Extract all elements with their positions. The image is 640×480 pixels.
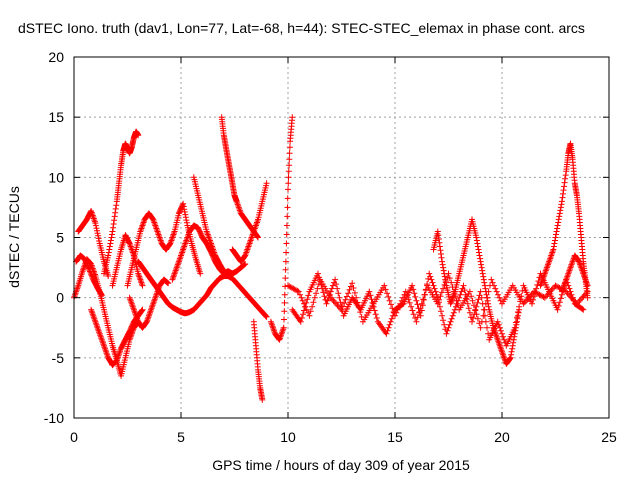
y-tick-label: 5 xyxy=(56,230,64,246)
data-point-arc xyxy=(558,252,591,295)
x-axis-label: GPS time / hours of day 309 of year 2015 xyxy=(212,457,470,473)
data-series-dstec xyxy=(71,114,591,403)
x-tick-label: 5 xyxy=(177,429,185,445)
axis-ticks: 0 5 10 15 20 25 -10 -5 0 5 10 15 20 xyxy=(44,49,617,445)
data-point-arc xyxy=(135,258,270,320)
y-tick-label: 0 xyxy=(56,290,64,306)
data-point-arc xyxy=(267,114,296,343)
data-point-arc xyxy=(109,232,146,289)
x-tick-label: 15 xyxy=(387,429,403,445)
y-axis-label: dSTEC / TECUs xyxy=(6,186,22,288)
y-tick-label: -10 xyxy=(44,410,64,426)
data-point-arc xyxy=(537,140,591,301)
data-point-arc xyxy=(430,216,523,367)
grid xyxy=(74,57,609,418)
x-tick-label: 20 xyxy=(494,429,510,445)
y-tick-label: 10 xyxy=(48,169,64,185)
data-point-arc xyxy=(190,174,227,275)
x-tick-label: 0 xyxy=(70,429,78,445)
data-point-arc xyxy=(126,276,172,331)
chart-title: dSTEC Iono. truth (dav1, Lon=77, Lat=-68… xyxy=(18,20,585,36)
data-point-arc xyxy=(75,208,112,279)
x-tick-label: 25 xyxy=(601,429,617,445)
y-tick-label: 15 xyxy=(48,109,64,125)
data-point-arc xyxy=(124,200,204,289)
data-point-arc xyxy=(73,252,105,299)
data-point-arc xyxy=(229,180,270,265)
data-point-arc xyxy=(101,128,142,277)
data-point-arc xyxy=(250,318,266,403)
x-tick-label: 10 xyxy=(280,429,296,445)
y-tick-label: -5 xyxy=(52,350,65,366)
y-tick-label: 20 xyxy=(48,49,64,65)
